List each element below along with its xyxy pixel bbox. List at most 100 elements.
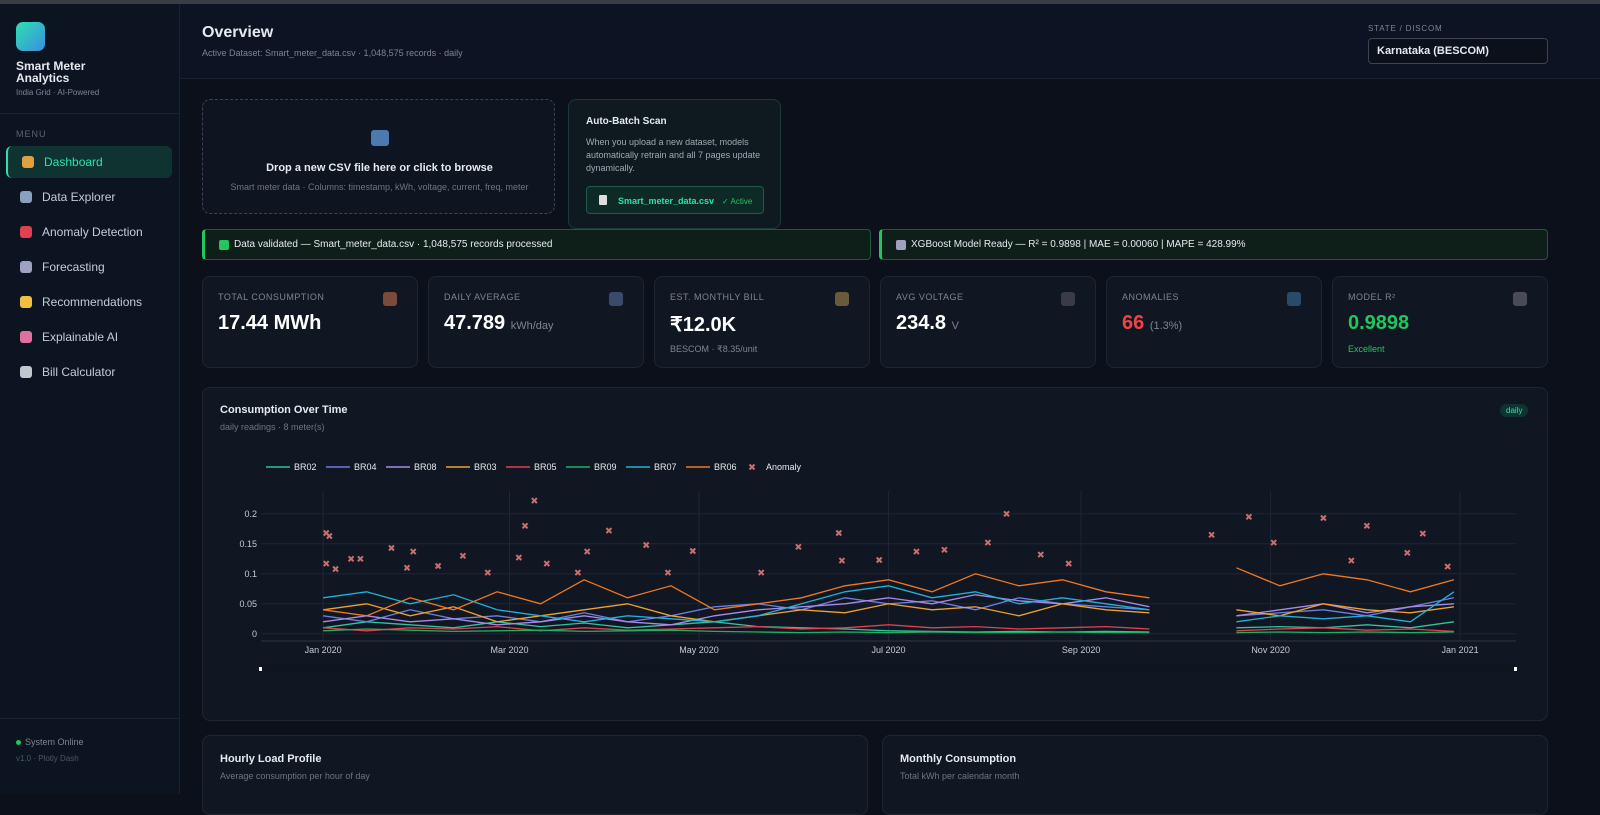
kpi-value: 234.8 V: [896, 312, 959, 335]
anomaly-marker: [459, 552, 467, 560]
anomaly-marker: [357, 555, 364, 563]
batch-text: When you upload a new dataset, models au…: [586, 137, 761, 173]
nav-item[interactable]: Anomaly Detection: [6, 216, 172, 248]
banner: XGBoost Model Ready — R² = 0.9898 | MAE …: [879, 229, 1548, 260]
kpi-number: ₹12.0K: [670, 314, 737, 336]
anomaly-marker: [1065, 560, 1072, 567]
sidebar: Smart Meter Analytics India Grid · AI-Po…: [0, 4, 180, 794]
nav-item[interactable]: Data Explorer: [6, 181, 172, 213]
legend-label: BR08: [414, 462, 437, 472]
anomaly-marker: [913, 548, 920, 555]
upload-icon: [371, 130, 389, 146]
nav-item[interactable]: Explainable AI: [6, 321, 172, 353]
hourly-card: Hourly Load Profile Average consumption …: [202, 735, 868, 815]
kpi-number: 66: [1122, 312, 1145, 334]
x-tick-label: Sep 2020: [1062, 645, 1101, 655]
slider-handle[interactable]: [1514, 667, 1517, 671]
banner-text: XGBoost Model Ready — R² = 0.9898 | MAE …: [911, 239, 1246, 250]
nav-item[interactable]: Bill Calculator: [6, 356, 172, 388]
check-icon: [219, 240, 229, 250]
kpi-card: DAILY AVERAGE 47.789 kWh/day: [428, 276, 644, 368]
anomaly-marker: [875, 556, 883, 564]
divider: [0, 113, 179, 114]
kpi-unit: V: [951, 320, 959, 332]
legend-label: BR04: [354, 462, 377, 472]
kpi-value: ₹12.0K: [670, 312, 736, 337]
kpi-value: 47.789 kWh/day: [444, 312, 554, 335]
y-tick-label: 0: [252, 629, 257, 639]
y-tick-label: 0.2: [244, 509, 257, 519]
file-status: ✓ Active: [722, 197, 753, 206]
legend-label: BR05: [534, 462, 557, 472]
divider: [0, 718, 179, 719]
anomaly-marker: [1003, 510, 1010, 518]
anomaly-marker: [605, 527, 613, 534]
anomaly-marker: [689, 547, 697, 555]
badge: daily: [1500, 404, 1529, 417]
nav-item[interactable]: Forecasting: [6, 251, 172, 283]
anomaly-marker: [757, 569, 765, 576]
chart-title: Consumption Over Time: [220, 404, 348, 416]
anomaly-marker: [332, 565, 339, 573]
anomaly-marker: [941, 546, 948, 554]
menu-label: MENU: [16, 129, 47, 139]
legend-swatch: [748, 463, 756, 471]
nav-item[interactable]: Recommendations: [6, 286, 172, 318]
x-tick-label: Mar 2020: [490, 645, 528, 655]
range-slider[interactable]: [261, 664, 1516, 672]
logo: [16, 22, 45, 51]
anomaly-marker: [583, 548, 591, 555]
slider-handle[interactable]: [259, 667, 262, 671]
kpi-icon: [835, 292, 849, 306]
kpi-card: ANOMALIES 66 (1.3%): [1106, 276, 1322, 368]
x-tick-label: Jul 2020: [871, 645, 905, 655]
card-subtitle: Total kWh per calendar month: [900, 771, 1020, 781]
anomaly-marker: [410, 548, 417, 555]
anomaly-marker: [1037, 551, 1044, 558]
series-line: [323, 567, 1455, 617]
kpi-sub: BESCOM · ₹8.35/unit: [670, 344, 758, 354]
kpi-value: 0.9898: [1348, 312, 1409, 335]
anomaly-marker: [1270, 539, 1277, 546]
chart-card: Consumption Over Time daily readings · 8…: [202, 387, 1548, 721]
status: System Online: [25, 737, 84, 747]
card-subtitle: Average consumption per hour of day: [220, 771, 370, 781]
upload-title: Drop a new CSV file here or click to bro…: [266, 162, 493, 174]
state-select[interactable]: Karnataka (BESCOM): [1368, 38, 1548, 64]
kpi-icon: [609, 292, 623, 306]
page-subtitle: Active Dataset: Smart_meter_data.csv · 1…: [202, 48, 463, 58]
anomaly-marker: [515, 554, 523, 561]
kpi-icon: [383, 292, 397, 306]
anomaly-marker: [543, 560, 550, 567]
anomaly-marker: [642, 541, 650, 549]
top-bar: [0, 0, 1600, 4]
kpi-number: 234.8: [896, 312, 947, 334]
kpi-number: 0.9898: [1348, 312, 1410, 334]
anomaly-marker: [326, 532, 333, 540]
anomaly-marker: [1419, 530, 1427, 537]
anomaly-marker: [984, 539, 992, 546]
y-tick-label: 0.05: [239, 599, 257, 609]
kpi-icon: [1513, 292, 1527, 306]
batch-title: Auto-Batch Scan: [586, 116, 667, 127]
kpi-label: EST. MONTHLY BILL: [670, 292, 765, 302]
anomaly-marker: [838, 557, 846, 564]
anomaly-marker: [323, 560, 330, 567]
app-title: Smart Meter Analytics: [16, 59, 86, 85]
upload-zone[interactable]: Drop a new CSV file here or click to bro…: [202, 99, 555, 214]
legend-label: BR07: [654, 462, 677, 472]
kpi-label: DAILY AVERAGE: [444, 292, 521, 302]
nav-icon: [20, 261, 32, 273]
nav-item[interactable]: Dashboard: [6, 146, 172, 178]
series-line: [323, 628, 1454, 634]
nav-icon: [20, 191, 32, 203]
anomaly-marker: [835, 529, 843, 537]
card-title: Hourly Load Profile: [220, 753, 322, 765]
kpi-number: 17.44 MWh: [218, 312, 322, 334]
legend-label: BR03: [474, 462, 497, 472]
anomaly-marker: [434, 562, 442, 570]
file-name: Smart_meter_data.csv: [618, 196, 715, 206]
header: Overview Active Dataset: Smart_meter_dat…: [180, 4, 1600, 79]
monthly-card: Monthly Consumption Total kWh per calend…: [882, 735, 1548, 815]
